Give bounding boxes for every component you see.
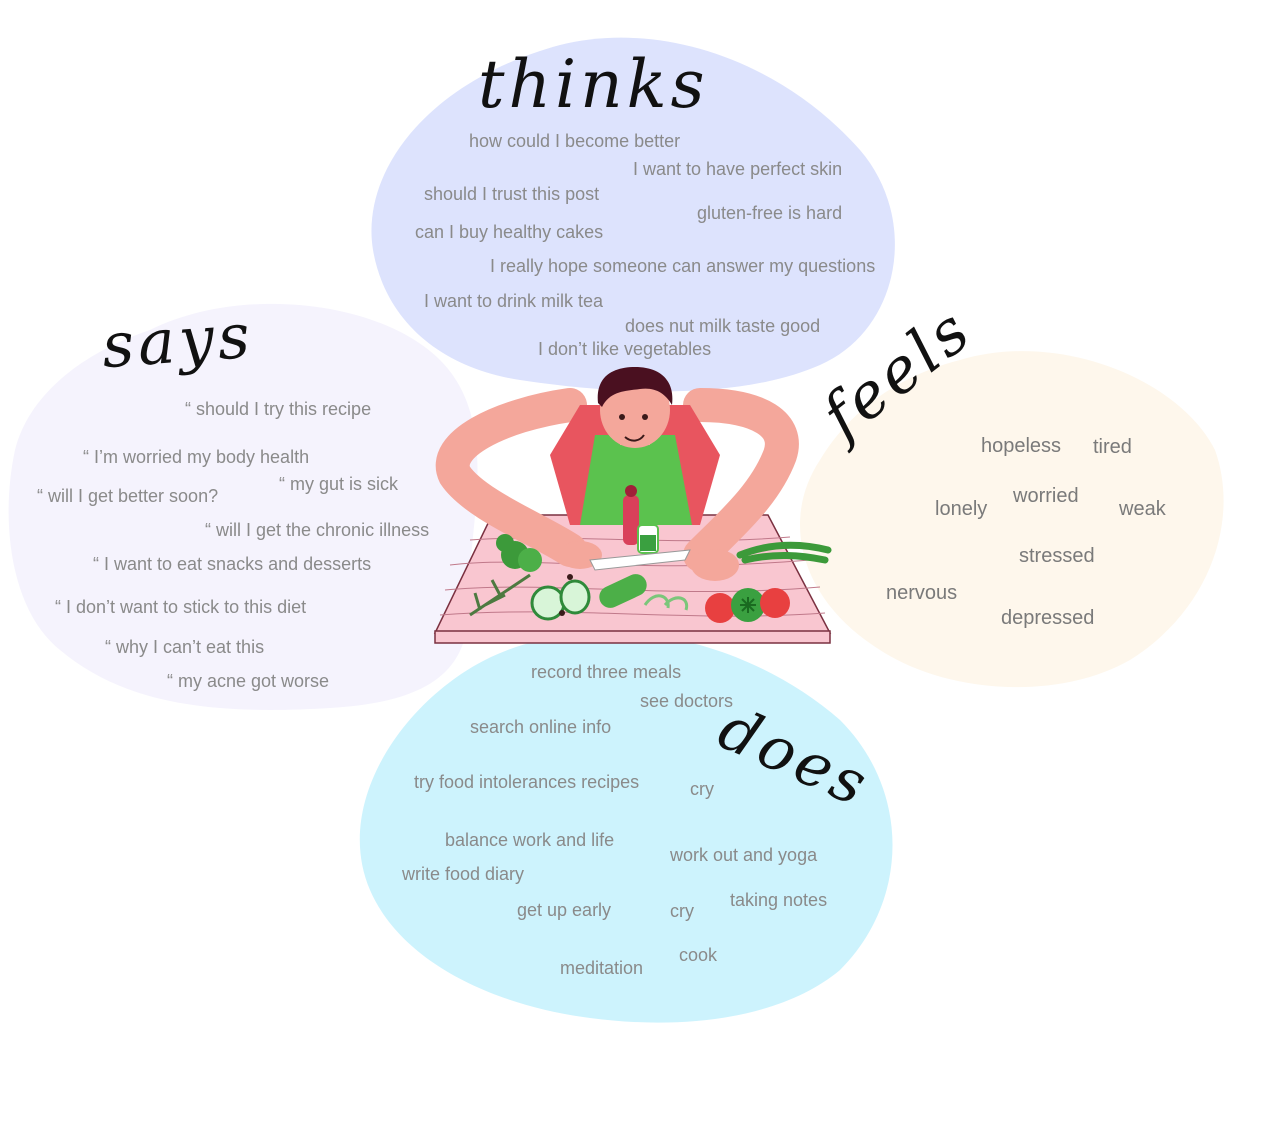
feels-item: nervous — [886, 582, 958, 604]
does-item: cry — [690, 779, 714, 799]
says-bubble — [8, 303, 478, 710]
does-item: search online info — [470, 717, 612, 737]
thinks-item: I really hope someone can answer my ques… — [490, 256, 876, 276]
does-bubble — [359, 631, 893, 1023]
does-item: try food intolerances recipes — [414, 772, 640, 792]
does-item: cook — [679, 945, 718, 965]
feels-bubble — [800, 351, 1224, 688]
pepper-grinder — [623, 495, 639, 545]
says-item: “ should I try this recipe — [185, 399, 372, 419]
does-item: taking notes — [730, 890, 828, 910]
thinks-item: should I trust this post — [424, 184, 600, 204]
feels-item: lonely — [935, 498, 988, 520]
does-item: cry — [670, 901, 694, 921]
feels-item: stressed — [1019, 545, 1095, 567]
green-onion — [736, 541, 832, 564]
herbs — [469, 573, 531, 617]
feels-item: tired — [1093, 436, 1132, 458]
does-item: get up early — [517, 900, 612, 920]
says-item: “ why I can’t eat this — [105, 637, 265, 657]
feels-item: hopeless — [981, 435, 1062, 457]
thinks-item: can I buy healthy cakes — [415, 222, 604, 242]
apron — [580, 435, 692, 525]
thinks-item: I want to have perfect skin — [633, 159, 843, 179]
does-item: write food diary — [402, 864, 525, 884]
onion-slice — [530, 585, 566, 621]
tomato — [705, 593, 735, 623]
says-item: “ I’m worried my body health — [83, 447, 310, 467]
right-arm — [683, 388, 799, 572]
feels-item: weak — [1119, 498, 1166, 520]
thinks-item: does nut milk taste good — [625, 316, 821, 336]
says-item: “ my gut is sick — [279, 474, 399, 494]
says-item: “ I don’t want to stick to this diet — [55, 597, 307, 617]
cucumber — [599, 574, 647, 608]
says-item: “ my acne got worse — [167, 671, 330, 691]
says-title: says — [99, 298, 256, 383]
says-item: “ will I get better soon? — [37, 486, 219, 506]
thinks-item: I don’t like vegetables — [538, 339, 712, 359]
thinks-item: I want to drink milk tea — [424, 291, 604, 311]
does-item: meditation — [560, 958, 644, 978]
thinks-bubble — [371, 37, 895, 392]
does-item: see doctors — [640, 691, 734, 711]
hair — [597, 367, 673, 407]
person-cutting-vegetables-illustration — [433, 367, 832, 644]
knife — [589, 549, 691, 571]
thinks-item: how could I become better — [469, 131, 681, 151]
left-arm — [435, 388, 587, 567]
does-item: record three meals — [531, 662, 682, 682]
feels-item: depressed — [1001, 607, 1095, 629]
thinks-item: gluten-free is hard — [697, 203, 843, 223]
thinks-title: thinks — [478, 46, 709, 123]
says-item: “ will I get the chronic illness — [205, 520, 430, 540]
does-item: work out and yoga — [670, 845, 818, 865]
feels-item: worried — [1013, 485, 1079, 507]
says-item: “ I want to eat snacks and desserts — [93, 554, 372, 574]
does-item: balance work and life — [445, 830, 615, 850]
